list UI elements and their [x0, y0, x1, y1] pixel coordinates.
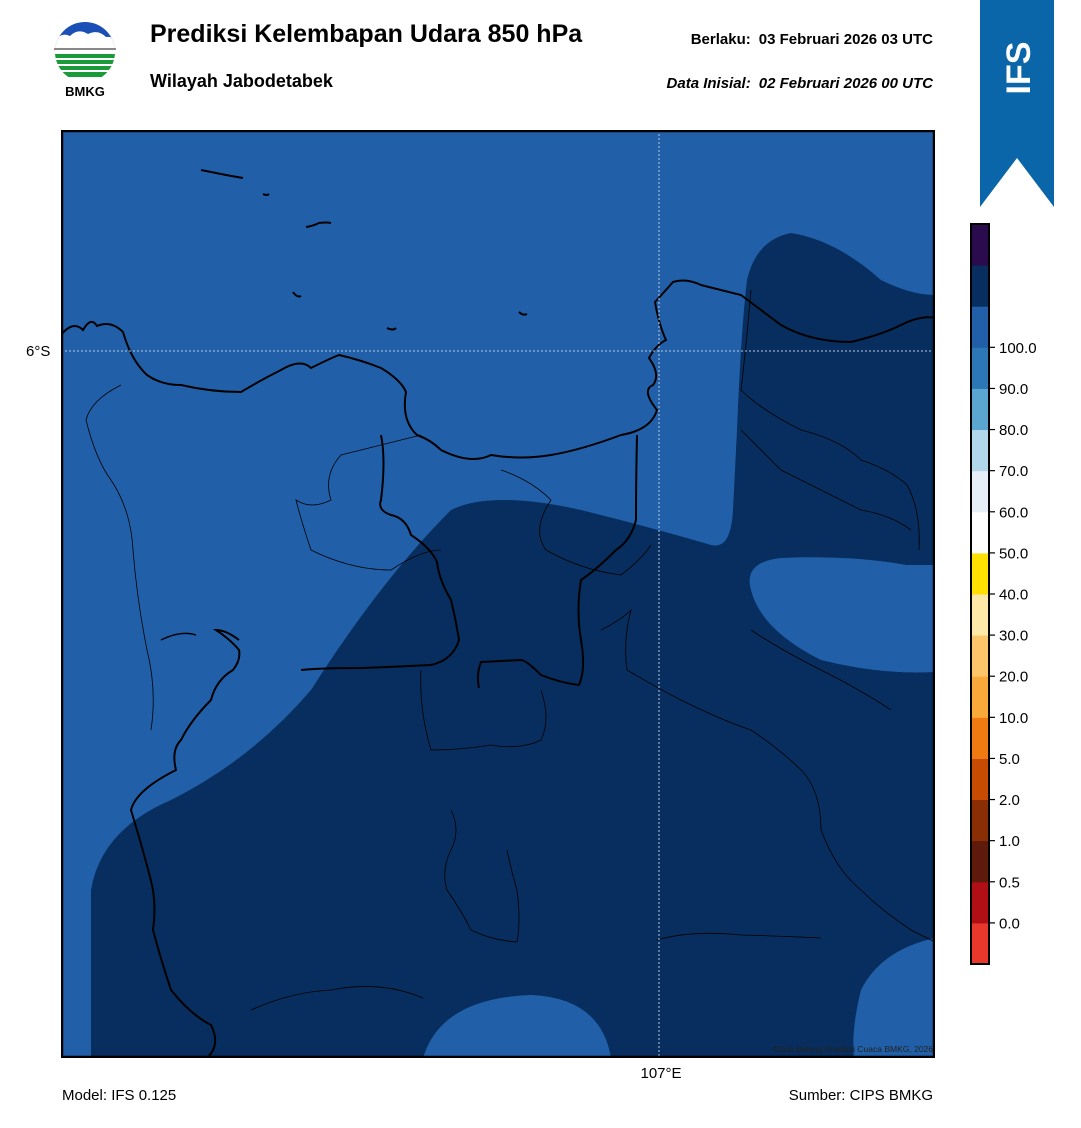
colorbar-tick-label: 20.0	[999, 669, 1028, 686]
colorbar-box	[971, 429, 989, 472]
bmkg-logo-icon	[54, 22, 116, 77]
colorbar-box	[971, 306, 989, 348]
colorbar-boxes	[970, 223, 990, 965]
colorbar-box	[971, 388, 989, 431]
admin-boundaries	[85, 289, 935, 1011]
colorbar-box	[971, 224, 989, 266]
colorbar-tick-label: 90.0	[999, 381, 1028, 398]
colorbar-tick-label: 80.0	[999, 422, 1028, 439]
ifs-banner-label: IFS	[1000, 42, 1038, 95]
colorbar-box	[971, 347, 989, 389]
colorbar-tick-label: 70.0	[999, 463, 1028, 480]
source-info: Sumber: CIPS BMKG	[788, 1087, 933, 1104]
colorbar-tick-label: 5.0	[999, 751, 1020, 768]
colorbar-box	[971, 758, 989, 801]
page-subtitle: Wilayah Jabodetabek	[150, 71, 333, 91]
colorbar-box	[971, 470, 989, 513]
init-time-value: 02 Februari 2026 00 UTC	[758, 75, 933, 92]
colorbar-box	[971, 594, 989, 636]
colorbar-tick-label: 30.0	[999, 628, 1028, 645]
map-frame	[61, 130, 935, 1058]
page-title: Prediksi Kelembapan Udara 850 hPa	[150, 20, 583, 48]
humidity-map	[61, 130, 935, 1058]
valid-time-label: Berlaku:	[690, 31, 751, 48]
colorbar-tick-label: 50.0	[999, 545, 1028, 562]
longitude-label: 107°E	[640, 1065, 682, 1082]
latitude-label: 6°S	[26, 343, 51, 360]
valid-time-value: 03 Februari 2026 03 UTC	[758, 31, 933, 48]
colorbar-box	[971, 635, 989, 677]
colorbar-tick-label: 0.5	[999, 874, 1020, 891]
model-info: Model: IFS 0.125	[62, 1087, 177, 1104]
colorbar-tick-label: 0.0	[999, 915, 1020, 932]
colorbar-box	[971, 840, 989, 883]
logo-text: BMKG	[65, 84, 105, 99]
colorbar-box	[971, 717, 989, 759]
colorbar-box	[971, 265, 989, 307]
humidity-90-100-region	[91, 233, 935, 1058]
colorbar-box	[971, 799, 989, 842]
colorbar-box	[971, 511, 989, 554]
colorbar-tick-label: 2.0	[999, 792, 1020, 809]
colorbar-tick-label: 60.0	[999, 504, 1028, 521]
colorbar-box	[971, 881, 989, 924]
colorbar-tick-label: 1.0	[999, 833, 1020, 850]
colorbar-tick-label: 10.0	[999, 710, 1028, 727]
colorbar-tick-label: 40.0	[999, 587, 1028, 604]
init-time: Data Inisial: 02 Februari 2026 00 UTC	[667, 75, 933, 92]
coastlines	[61, 169, 935, 1058]
colorbar-tick-label: 100.0	[999, 340, 1037, 357]
init-time-label: Data Inisial:	[666, 75, 751, 92]
colorbar-box	[971, 676, 989, 718]
copyright-notice: ©Sub Bidang Prediksi Cuaca BMKG, 2026	[772, 1044, 933, 1054]
colorbar-labels: 0.0 0.5 1.0 2.0 5.0 10.0 20.0 30.0 40.0 50.0 60.0 7…	[989, 340, 1037, 932]
valid-time: Berlaku: 03 Februari 2026 03 UTC	[691, 31, 933, 48]
colorbar: 0.0 0.5 1.0 2.0 5.0 10.0 20.0 30.0 40.0 50.0 60.0 7…	[970, 223, 1037, 965]
colorbar-box	[971, 922, 989, 965]
colorbar-box	[971, 552, 989, 595]
svg-text:IFS: IFS	[1000, 42, 1038, 95]
ifs-banner	[980, 0, 1054, 207]
